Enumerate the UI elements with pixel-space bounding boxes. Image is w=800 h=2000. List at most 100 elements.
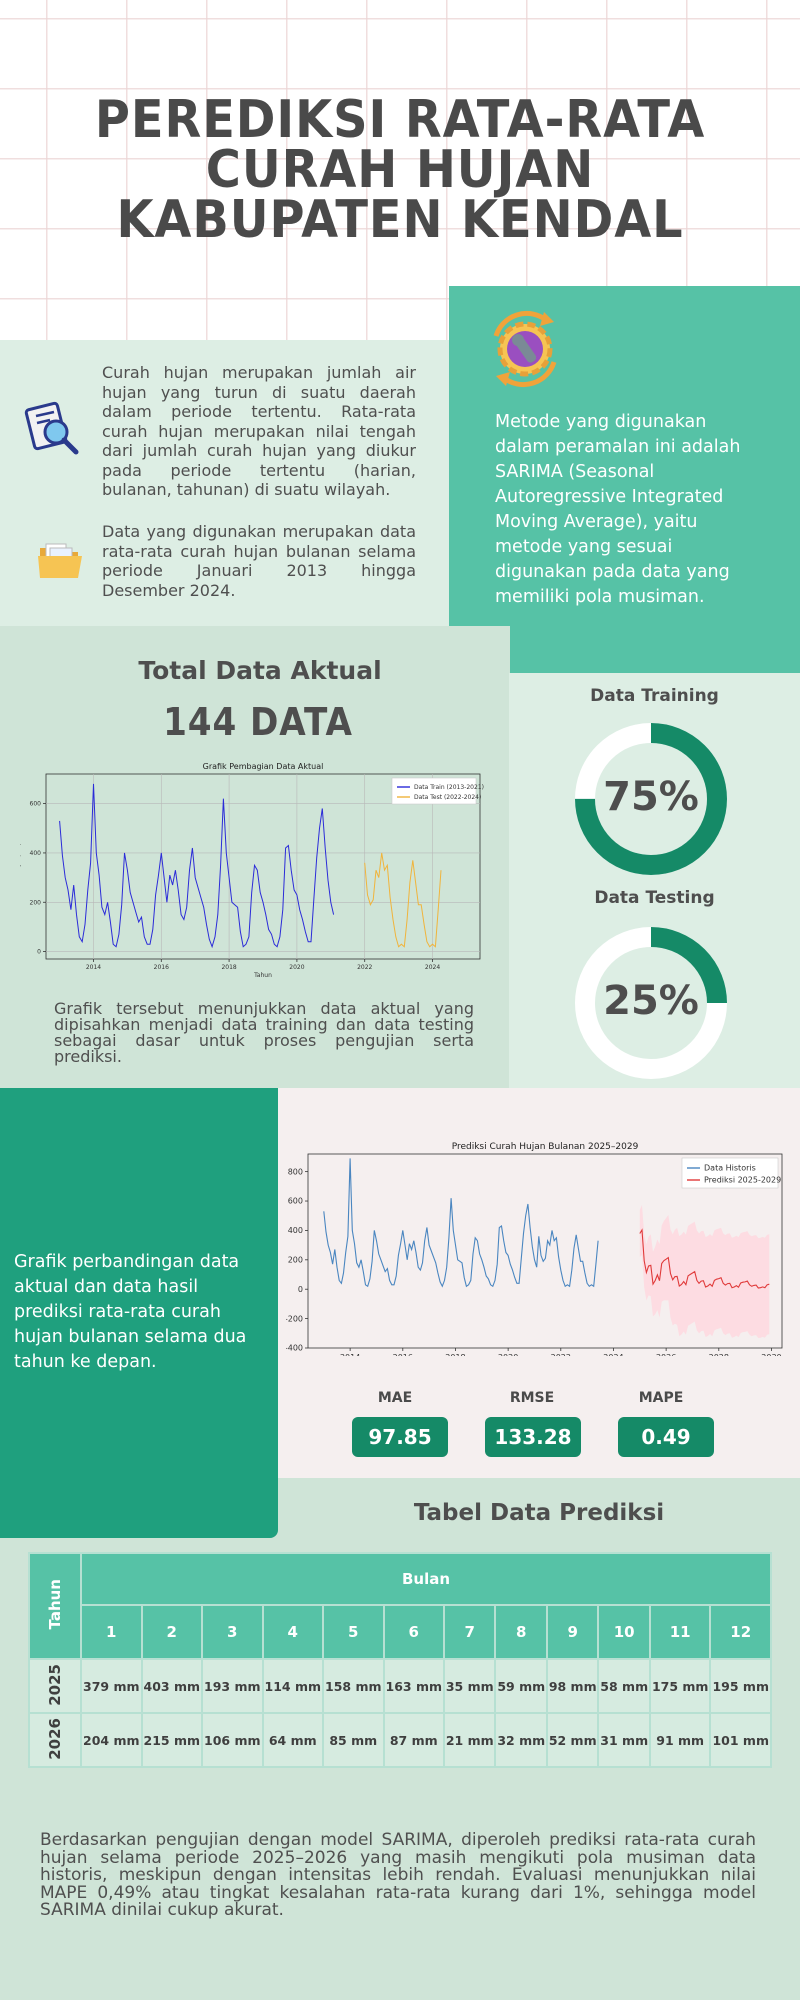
y-tick-label: -400 <box>286 1344 303 1353</box>
legend-box <box>681 1157 779 1189</box>
x-tick-label: 2018 <box>445 1353 465 1356</box>
rmse-label: RMSE <box>509 1390 555 1406</box>
gear-wrench-icon <box>484 306 566 392</box>
year-cell: 2026 <box>28 1712 82 1768</box>
confidence-band <box>639 1204 770 1339</box>
month-header: Bulan <box>80 1552 772 1606</box>
table-cell: 35 mm <box>442 1658 497 1714</box>
table-cell: 87 mm <box>382 1712 445 1768</box>
table-cell: 52 mm <box>545 1712 600 1768</box>
table-row: 2025 379 mm 403 mm 193 mm 114 mm 158 mm 163 mm… <box>28 1658 772 1714</box>
donut-fill <box>575 927 727 1079</box>
training-label: Data Training <box>590 686 719 706</box>
month-header-cell: 11 <box>648 1604 712 1660</box>
chart-title: Grafik Pembagian Data Aktual <box>203 762 324 771</box>
prediction-caption-card <box>0 1088 278 1538</box>
month-header-cell: 12 <box>709 1604 772 1660</box>
prediction-caption: Grafik perbandingan data aktual dan data… <box>14 1252 247 1372</box>
y-tick-label: -200 <box>286 1314 303 1323</box>
series-line-2 <box>364 852 442 948</box>
total-data-title: Total Data Aktual <box>138 656 382 685</box>
table-cell: 58 mm <box>597 1658 651 1714</box>
x-tick-label: 2020 <box>289 964 304 971</box>
plot-area <box>45 773 481 960</box>
x-tick-label: 2024 <box>603 1353 623 1356</box>
y-tick-label: 600 <box>288 1197 303 1206</box>
mape-label: MAPE <box>638 1390 684 1406</box>
x-tick-label: 2020 <box>498 1353 518 1356</box>
month-header-cell: 6 <box>382 1604 445 1660</box>
table-cell: 175 mm <box>648 1658 712 1714</box>
month-header-cell: 7 <box>442 1604 497 1660</box>
x-tick-label: 2028 <box>709 1353 729 1356</box>
month-header-cell: 2 <box>140 1604 203 1660</box>
table-cell: 106 mm <box>201 1712 264 1768</box>
table-cell: 21 mm <box>442 1712 497 1768</box>
intro-paragraph-2: Data yang digunakan merupakan data rata-… <box>102 522 416 600</box>
month-header-cell: 3 <box>201 1604 264 1660</box>
table-cell: 158 mm <box>322 1658 385 1714</box>
month-header-cell: 5 <box>322 1604 385 1660</box>
month-header-cell: 4 <box>261 1604 324 1660</box>
y-tick-label: 200 <box>288 1255 303 1264</box>
y-tick-label: 200 <box>30 899 42 906</box>
total-data-value: 144 DATA <box>163 700 353 744</box>
x-tick-label: 2014 <box>86 964 101 971</box>
x-axis-label: Tahun <box>253 972 272 979</box>
month-header-cell: 9 <box>545 1604 600 1660</box>
table-cell: 215 mm <box>140 1712 203 1768</box>
year-header: Tahun <box>28 1552 82 1660</box>
x-tick-label: 2016 <box>154 964 169 971</box>
table-cell: 163 mm <box>382 1658 445 1714</box>
folder-icon <box>36 536 84 584</box>
month-header-cell: 10 <box>597 1604 651 1660</box>
intro-section <box>0 340 450 626</box>
prediction-chart: Prediksi Curah Hujan Bulanan 2025–2029 20… <box>286 1142 783 1356</box>
legend-entry: Data Train (2013-2021) <box>414 784 484 791</box>
legend-entry: Data Test (2022-2024) <box>414 794 481 801</box>
table-cell: 195 mm <box>709 1658 772 1714</box>
mae-value: 97.85 <box>352 1417 448 1457</box>
y-tick-label: 600 <box>30 801 42 808</box>
testing-value: 25% <box>603 978 699 1024</box>
mae-label: MAE <box>377 1390 413 1406</box>
y-tick-label: 0 <box>37 949 41 956</box>
total-data-caption: Grafik tersebut menunjukkan data aktual … <box>54 999 474 1066</box>
mape-value: 0.49 <box>618 1417 714 1457</box>
table-cell: 32 mm <box>494 1712 548 1768</box>
month-header-cell: 8 <box>494 1604 548 1660</box>
x-tick-label: 2022 <box>551 1353 571 1356</box>
y-tick-label: 0 <box>298 1285 303 1294</box>
testing-donut <box>575 927 727 1079</box>
x-tick-label: 2024 <box>425 964 440 971</box>
x-tick-label: 2016 <box>393 1353 413 1356</box>
table-cell: 101 mm <box>709 1712 772 1768</box>
legend-box <box>391 777 477 805</box>
intro-paragraph-1: Curah hujan merupakan jumlah air hujan y… <box>102 363 416 499</box>
legend-entry: Data Historis <box>704 1164 756 1173</box>
table-cell: 193 mm <box>201 1658 264 1714</box>
prediction-table: Tahun Bulan 1 2 3 4 5 6 7 8 9 10 11 12 2025 379 mm 40… <box>28 1552 772 1768</box>
x-tick-label: 2014 <box>340 1353 360 1356</box>
document-search-icon <box>24 400 82 458</box>
donut-fill <box>575 723 727 875</box>
y-tick-label: 400 <box>288 1226 303 1235</box>
y-axis-label: Curah Hujan (mm) <box>20 843 22 889</box>
table-cell: 403 mm <box>140 1658 203 1714</box>
table-cell: 64 mm <box>261 1712 324 1768</box>
table-title: Tabel Data Prediksi <box>413 1500 665 1526</box>
year-cell: 2025 <box>28 1658 82 1714</box>
table-cell: 204 mm <box>80 1712 143 1768</box>
table-cell: 98 mm <box>545 1658 600 1714</box>
table-row: 2026 204 mm 215 mm 106 mm 64 mm 85 mm 87 mm 21 … <box>28 1712 772 1768</box>
y-tick-label: 400 <box>30 850 42 857</box>
chart-title: Prediksi Curah Hujan Bulanan 2025–2029 <box>452 1142 639 1152</box>
month-header-cell: 1 <box>80 1604 143 1660</box>
x-tick-label: 2022 <box>357 964 372 971</box>
series-line-1 <box>323 1158 599 1288</box>
table-cell: 85 mm <box>322 1712 385 1768</box>
table-cell: 31 mm <box>597 1712 651 1768</box>
x-tick-label: 2026 <box>656 1353 676 1356</box>
series-line-2 <box>639 1228 770 1289</box>
x-tick-label: 2018 <box>221 964 236 971</box>
